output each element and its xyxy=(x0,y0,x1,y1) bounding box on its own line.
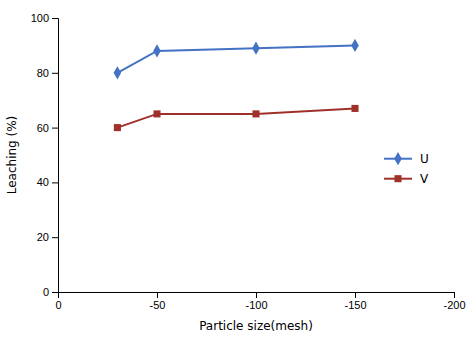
plot: 0 -50 -100 -150 -200 0 20 40 60 80 100 UV xyxy=(31,12,466,311)
series-marker xyxy=(351,105,358,112)
tick-mark xyxy=(52,73,58,74)
series-marker xyxy=(114,124,121,131)
tick: 60 xyxy=(37,122,58,134)
tick-label: -50 xyxy=(150,299,166,311)
series-marker xyxy=(252,42,260,55)
x-axis-title: Particle size(mesh) xyxy=(199,319,313,333)
legend-label: V xyxy=(420,172,429,186)
tick: 100 xyxy=(31,12,58,24)
tick-mark xyxy=(52,182,58,183)
tick-label: -150 xyxy=(344,299,366,311)
tick: 40 xyxy=(37,176,58,188)
series-marker xyxy=(351,39,359,52)
tick: 0 xyxy=(55,292,61,311)
tick: -100 xyxy=(245,292,267,311)
tick: -50 xyxy=(150,292,166,311)
tick-label: 100 xyxy=(31,12,49,24)
tick-label: -200 xyxy=(443,299,465,311)
series-line xyxy=(117,45,355,72)
tick-mark xyxy=(52,128,58,129)
series-marker xyxy=(252,110,259,117)
legend-label: U xyxy=(420,152,429,166)
tick: -150 xyxy=(344,292,366,311)
tick: 0 xyxy=(43,286,58,298)
chart: 0 -50 -100 -150 -200 0 20 40 60 80 100 UV Particle s… xyxy=(0,0,476,338)
series-line xyxy=(117,108,355,127)
tick-mark xyxy=(256,292,257,298)
legend-item: U xyxy=(384,152,429,166)
x-axis: 0 -50 -100 -150 -200 xyxy=(55,292,465,311)
series-marker xyxy=(153,44,161,57)
axis-line xyxy=(52,19,59,293)
legend-marker xyxy=(394,175,401,182)
tick-mark xyxy=(52,237,58,238)
series-group xyxy=(114,39,359,131)
tick: 20 xyxy=(37,231,58,243)
tick-mark xyxy=(52,18,58,19)
axis-line xyxy=(59,293,455,299)
series-marker xyxy=(153,110,160,117)
tick: 80 xyxy=(37,67,58,79)
legend-item: V xyxy=(384,172,429,186)
tick-mark xyxy=(157,292,158,298)
tick: -200 xyxy=(443,292,465,311)
legend: UV xyxy=(384,152,429,186)
tick-mark xyxy=(454,292,455,298)
tick-mark xyxy=(52,292,58,293)
legend-marker xyxy=(394,152,402,165)
tick-label: 60 xyxy=(37,122,49,134)
y-axis-title: Leaching (%) xyxy=(5,116,19,195)
tick-label: 0 xyxy=(55,299,61,311)
tick-label: 20 xyxy=(37,231,49,243)
series-marker xyxy=(114,66,122,79)
tick-mark xyxy=(355,292,356,298)
y-axis: 0 20 40 60 80 100 xyxy=(31,12,59,298)
tick-label: 0 xyxy=(43,286,49,298)
tick-label: -100 xyxy=(245,299,267,311)
tick-label: 40 xyxy=(37,176,49,188)
tick-label: 80 xyxy=(37,67,49,79)
